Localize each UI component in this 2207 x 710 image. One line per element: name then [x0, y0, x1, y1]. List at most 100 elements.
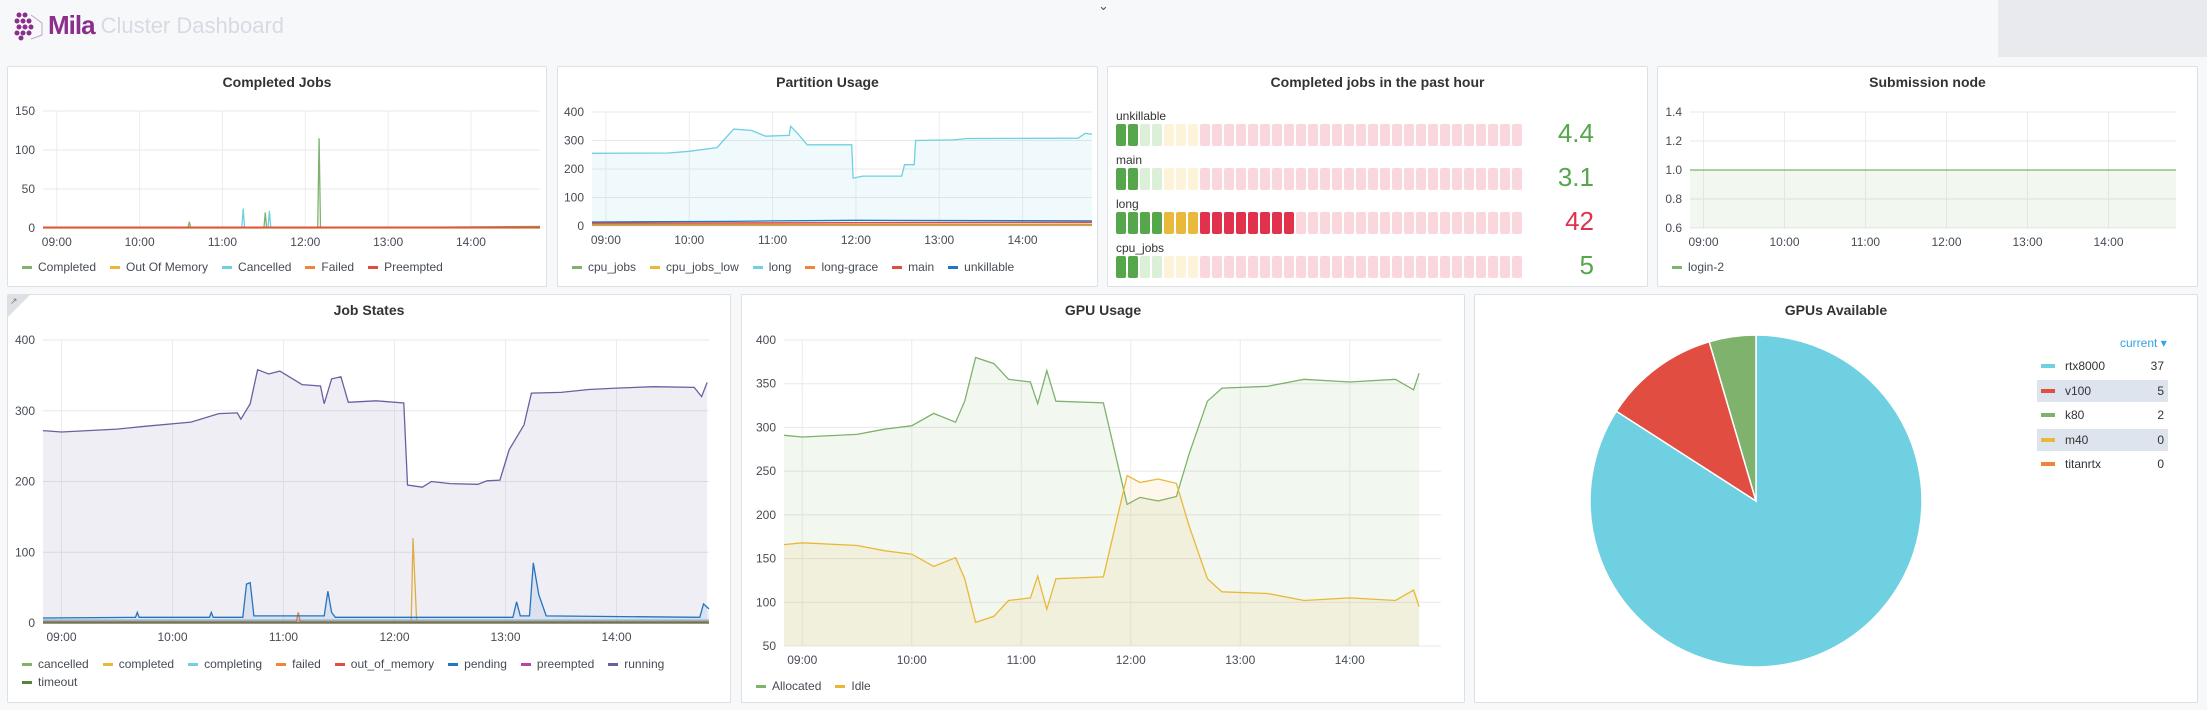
gauge-cell: [1380, 256, 1390, 278]
gauge-cell: [1212, 168, 1222, 190]
gauge-cell: [1224, 256, 1234, 278]
legend-item-main[interactable]: main: [892, 260, 934, 274]
external-link-icon[interactable]: ↗: [10, 296, 18, 306]
panel-title[interactable]: GPU Usage: [1064, 302, 1142, 318]
legend-label: Out Of Memory: [126, 260, 209, 274]
legend-item-m40[interactable]: m40 0: [2037, 428, 2168, 451]
legend-item-Failed[interactable]: Failed: [305, 260, 354, 274]
legend-item-Cancelled[interactable]: Cancelled: [222, 260, 291, 274]
gauge-cell: [1272, 212, 1282, 234]
legend-item-pending[interactable]: pending: [448, 657, 507, 671]
gauge-cell: [1260, 124, 1270, 146]
y-tick-label: 150: [15, 104, 35, 118]
gauge-cell: [1344, 212, 1354, 234]
x-tick-label: 09:00: [46, 630, 76, 644]
panel-title[interactable]: Partition Usage: [776, 74, 879, 90]
legend-swatch: [305, 265, 316, 269]
legend-item-rtx8000[interactable]: rtx8000 37: [2037, 355, 2168, 377]
legend-item-long-grace[interactable]: long-grace: [805, 260, 878, 274]
legend-item-login-2[interactable]: login-2: [1672, 260, 1724, 274]
series-line-pending[interactable]: [42, 562, 710, 619]
legend: Completed Out Of Memory Cancelled Failed Pre…: [22, 260, 542, 274]
legend-item-completing[interactable]: completing: [188, 657, 262, 671]
legend-item-timeout[interactable]: timeout: [22, 675, 77, 689]
gauge-cell: [1512, 212, 1522, 234]
legend-item-Completed[interactable]: Completed: [22, 260, 96, 274]
gauge-cell: [1368, 256, 1378, 278]
y-tick-label: 200: [564, 162, 584, 176]
gauge-cell: [1176, 168, 1186, 190]
series-line-Allocated[interactable]: [783, 356, 1420, 506]
y-tick-label: 1.4: [1665, 105, 1682, 119]
legend-item-cancelled[interactable]: cancelled: [22, 657, 89, 671]
legend-item-out_of_memory[interactable]: out_of_memory: [334, 657, 434, 671]
legend-item-preempted[interactable]: preempted: [520, 657, 594, 671]
gauge-cell: [1272, 168, 1282, 190]
panel-title[interactable]: GPUs Available: [1784, 302, 1888, 318]
x-tick-label: 10:00: [897, 653, 927, 667]
gauge-cell: [1152, 256, 1162, 278]
x-tick-label: 09:00: [787, 653, 817, 667]
x-tick-label: 14:00: [1335, 653, 1365, 667]
series-line-Completed[interactable]: [43, 138, 541, 229]
gauge-cell: [1488, 212, 1498, 234]
legend-item-cpu_jobs[interactable]: cpu_jobs: [572, 260, 636, 274]
legend-item-running[interactable]: running: [608, 657, 664, 671]
legend-item-cpu_jobs_low[interactable]: cpu_jobs_low: [650, 260, 739, 274]
series-line-running[interactable]: [42, 368, 708, 488]
legend-item-titanrtx[interactable]: titanrtx 0: [2037, 453, 2168, 475]
legend-item-Preempted[interactable]: Preempted: [368, 260, 443, 274]
legend-item-long[interactable]: long: [752, 260, 791, 274]
gauge-cell: [1236, 256, 1246, 278]
y-tick-label: 50: [22, 182, 36, 196]
x-tick-label: 13:00: [490, 630, 520, 644]
gauge-cell: [1116, 124, 1126, 146]
legend-item-Out Of Memory[interactable]: Out Of Memory: [110, 260, 208, 274]
gauge-cell: [1176, 212, 1186, 234]
chevron-down-icon[interactable]: ⌄: [1098, 0, 1109, 13]
gauge-cell: [1512, 256, 1522, 278]
series-line-Idle[interactable]: [783, 474, 1420, 624]
legend-header[interactable]: current: [2120, 336, 2158, 350]
series-line-long[interactable]: [591, 124, 1093, 179]
legend-item-Allocated[interactable]: Allocated: [756, 679, 821, 693]
panel-title[interactable]: Job States: [333, 302, 405, 318]
panel-title[interactable]: Completed Jobs: [222, 74, 332, 90]
gauge-cell: [1308, 168, 1318, 190]
gauge-cell: [1476, 256, 1486, 278]
legend-item-completed[interactable]: completed: [102, 657, 174, 671]
gauge-cell: [1404, 256, 1414, 278]
gauge-cell: [1428, 124, 1438, 146]
legend-item-failed[interactable]: failed: [276, 657, 321, 671]
legend-item-unkillable[interactable]: unkillable: [948, 260, 1014, 274]
panel-corner[interactable]: [8, 295, 30, 317]
gauge-cell: [1404, 124, 1414, 146]
series-line-main[interactable]: [591, 221, 1093, 224]
y-tick-label: 0: [28, 616, 35, 630]
mila-logo[interactable]: Mila Cluster Dashboard: [14, 10, 284, 41]
series-line-failed[interactable]: [43, 612, 709, 623]
panel-title[interactable]: Submission node: [1869, 74, 1986, 90]
series-line-Cancelled[interactable]: [43, 208, 540, 229]
legend-item-Idle[interactable]: Idle: [835, 679, 871, 693]
pie-slice-k80[interactable]: [1708, 334, 1757, 502]
gauge-cell: [1308, 212, 1318, 234]
legend-item-k80[interactable]: k80 2: [2037, 404, 2168, 426]
legend-item-v100[interactable]: v100 5: [2037, 379, 2168, 402]
x-tick-label: 10:00: [674, 233, 704, 247]
gauge-cell: [1128, 124, 1138, 146]
legend-swatch: [835, 684, 846, 688]
gauge-cell: [1416, 212, 1426, 234]
sort-desc-icon[interactable]: ▾: [2160, 336, 2167, 350]
gauge-cell: [1128, 256, 1138, 278]
series-line-unkillable[interactable]: [591, 219, 1093, 223]
submission_node-chart: 0.6 0.8 1.0 1.2 1.4 09:00 10:00 11:00 12:00 13:00…: [1665, 105, 2176, 249]
y-tick-label: 0.8: [1665, 192, 1682, 206]
gauge-cell: [1500, 256, 1510, 278]
gauge-value: 4.4: [1557, 118, 1594, 148]
gauge-cell: [1356, 168, 1366, 190]
pie-slice-v100[interactable]: [1615, 340, 1758, 503]
gauge-cell: [1332, 256, 1342, 278]
panel-title[interactable]: Completed jobs in the past hour: [1270, 74, 1485, 90]
dashboard-title[interactable]: Cluster Dashboard: [100, 12, 285, 38]
